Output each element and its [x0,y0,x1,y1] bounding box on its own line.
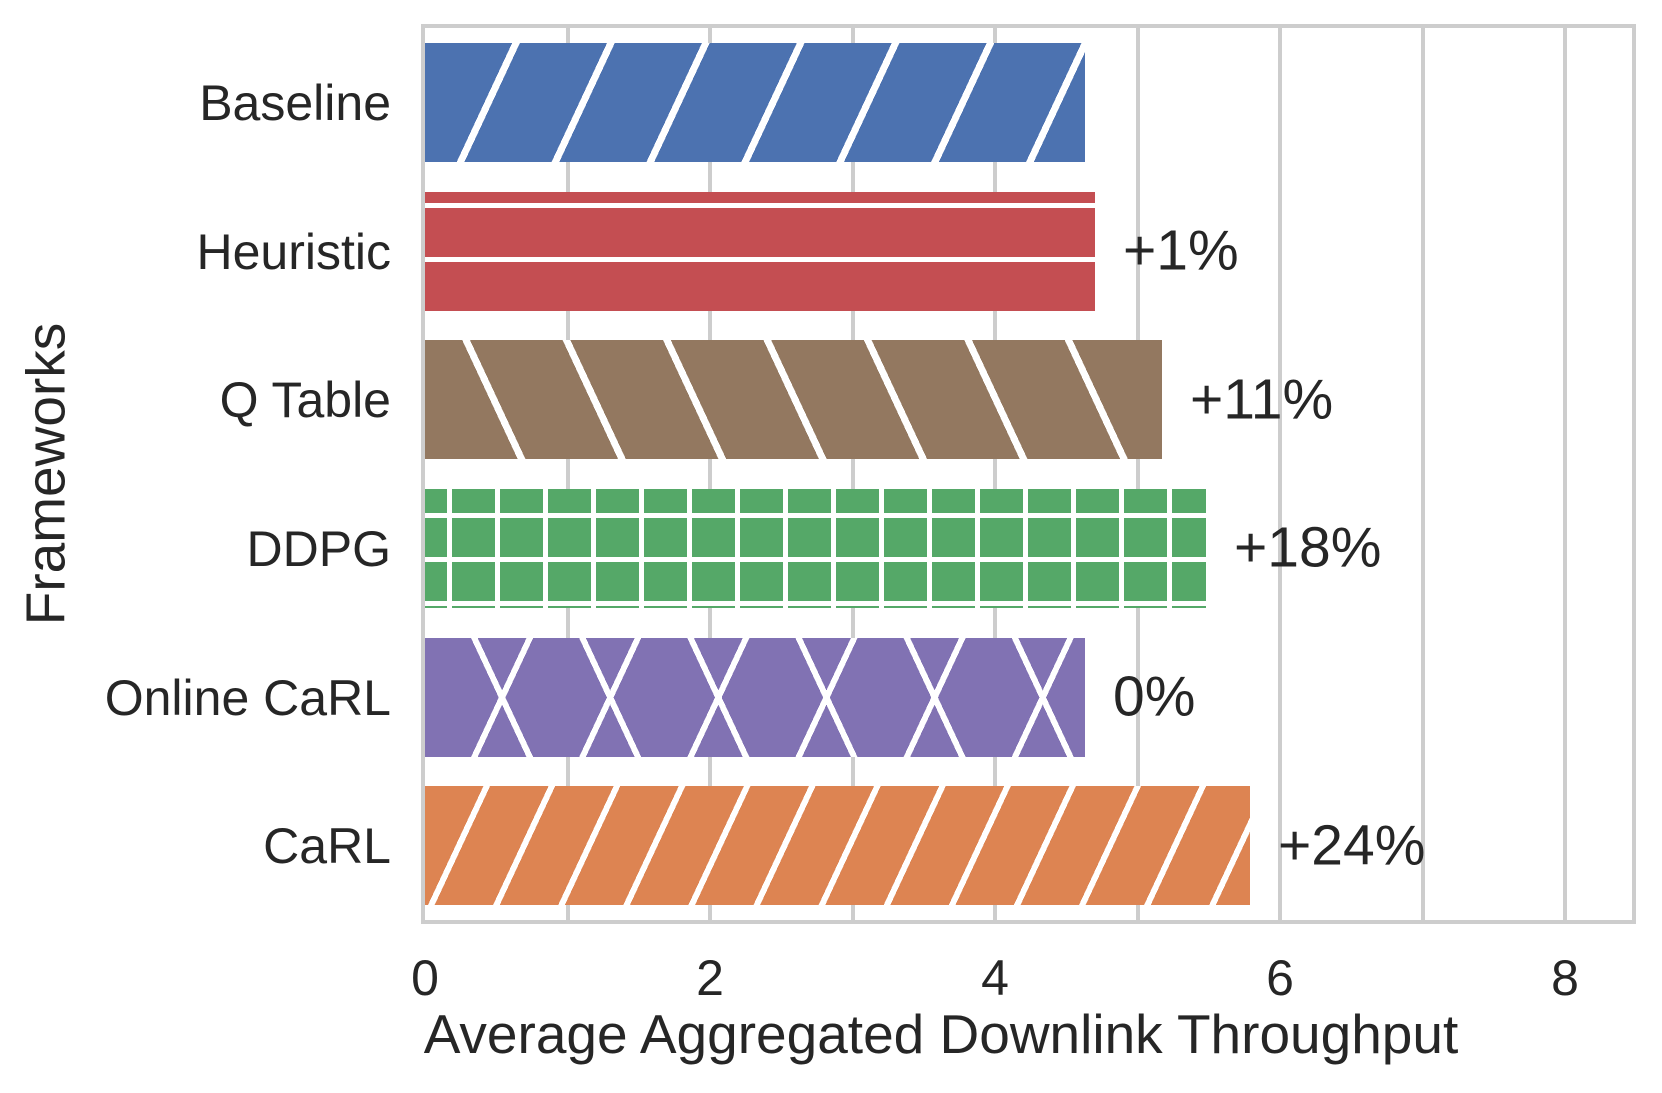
y-tick-label-heuristic: Heuristic [196,223,391,280]
bar-q-table [425,340,1162,459]
plot-area [421,24,1636,924]
x-tick-label-2: 2 [696,950,724,1006]
y-tick-label-ddpg: DDPG [246,520,391,577]
gridline-x-4 [993,28,997,920]
y-tick-label-q-table: Q Table [219,371,391,428]
y-tick-label-baseline: Baseline [199,74,391,131]
bar-online-carl [425,638,1085,757]
bar-annotation-online-carl: 0% [1113,664,1196,729]
gridline-x-1 [565,28,570,920]
gridline-x-5 [1135,28,1140,920]
gridline-x-7 [1420,28,1425,920]
x-tick-label-6: 6 [1266,950,1294,1006]
gridline-x-3 [850,28,855,920]
y-tick-label-online-carl: Online CaRL [104,669,391,726]
x-tick-label-4: 4 [981,950,1009,1006]
bar-annotation-ddpg: +18% [1234,515,1382,580]
x-tick-label-0: 0 [411,950,439,1006]
x-tick-label-8: 8 [1551,950,1579,1006]
bar-annotation-carl: +24% [1278,813,1426,878]
bar-ddpg [425,489,1206,608]
gridline-x-6 [1278,28,1283,920]
y-tick-label-carl: CaRL [263,817,391,874]
x-axis-label: Average Aggregated Downlink Throughput [423,1003,1459,1065]
bar-annotation-heuristic: +1% [1123,218,1239,283]
bar-annotation-q-table: +11% [1190,367,1334,432]
gridline-x-8 [1563,28,1568,920]
bar-heuristic [425,192,1095,311]
bar-baseline [425,43,1085,162]
bar-carl [425,786,1250,905]
gridline-x-2 [708,28,712,920]
y-axis-label: Frameworks [14,322,77,626]
